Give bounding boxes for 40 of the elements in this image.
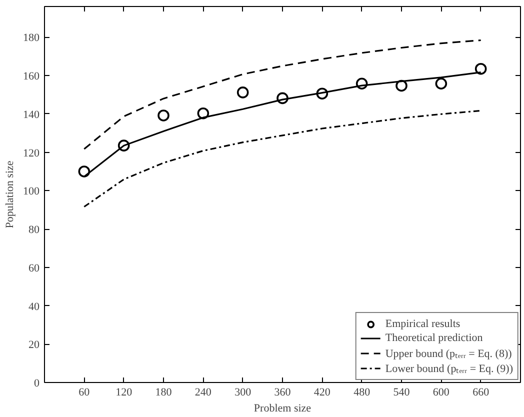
x-tick-label: 240 <box>194 386 212 398</box>
point <box>78 166 90 178</box>
x-tick-label: 480 <box>354 386 371 398</box>
point <box>276 92 288 104</box>
y-tick-label: 80 <box>28 224 40 236</box>
y-tick-label: 160 <box>23 70 40 83</box>
y-tick-label: 180 <box>23 32 40 44</box>
y-tick-label: 40 <box>28 300 40 313</box>
point <box>316 88 328 100</box>
point <box>396 80 408 92</box>
point <box>435 78 448 90</box>
legend-label: Empirical results <box>385 317 460 331</box>
x-tick-label: 660 <box>472 386 490 398</box>
point <box>118 140 130 152</box>
x-tick-label: 60 <box>78 386 90 398</box>
x-axis-title: Problem size <box>254 402 312 414</box>
y-axis-title: Population size <box>4 160 16 228</box>
x-tick-label: 120 <box>116 386 133 398</box>
point <box>197 107 210 120</box>
legend-label: Lower bound (pₜₑᵣᵣ = Eq. (9)) <box>385 362 513 375</box>
x-tick-label: 360 <box>274 386 292 398</box>
x-tick-label: 540 <box>393 386 410 398</box>
y-tick-label: 60 <box>28 262 40 274</box>
x-tick-label: 420 <box>314 386 331 398</box>
y-tick-label: 140 <box>23 108 40 121</box>
point <box>158 110 170 122</box>
x-tick-label: 600 <box>432 386 450 398</box>
point <box>236 86 249 98</box>
y-tick-label: 0 <box>34 378 40 390</box>
y-tick-label: 20 <box>28 339 40 352</box>
y-tick-label: 120 <box>23 147 40 160</box>
y-tick-label: 100 <box>23 186 40 198</box>
legend-label: Upper bound (pₜₑᵣᵣ = Eq. (8)) <box>385 347 512 360</box>
point <box>474 62 487 75</box>
line-series <box>83 110 482 208</box>
line-series <box>83 39 482 150</box>
x-tick-label: 180 <box>155 386 172 398</box>
x-tick-label: 300 <box>234 386 252 398</box>
legend-label: Theoretical prediction <box>385 331 483 345</box>
point <box>356 78 368 90</box>
